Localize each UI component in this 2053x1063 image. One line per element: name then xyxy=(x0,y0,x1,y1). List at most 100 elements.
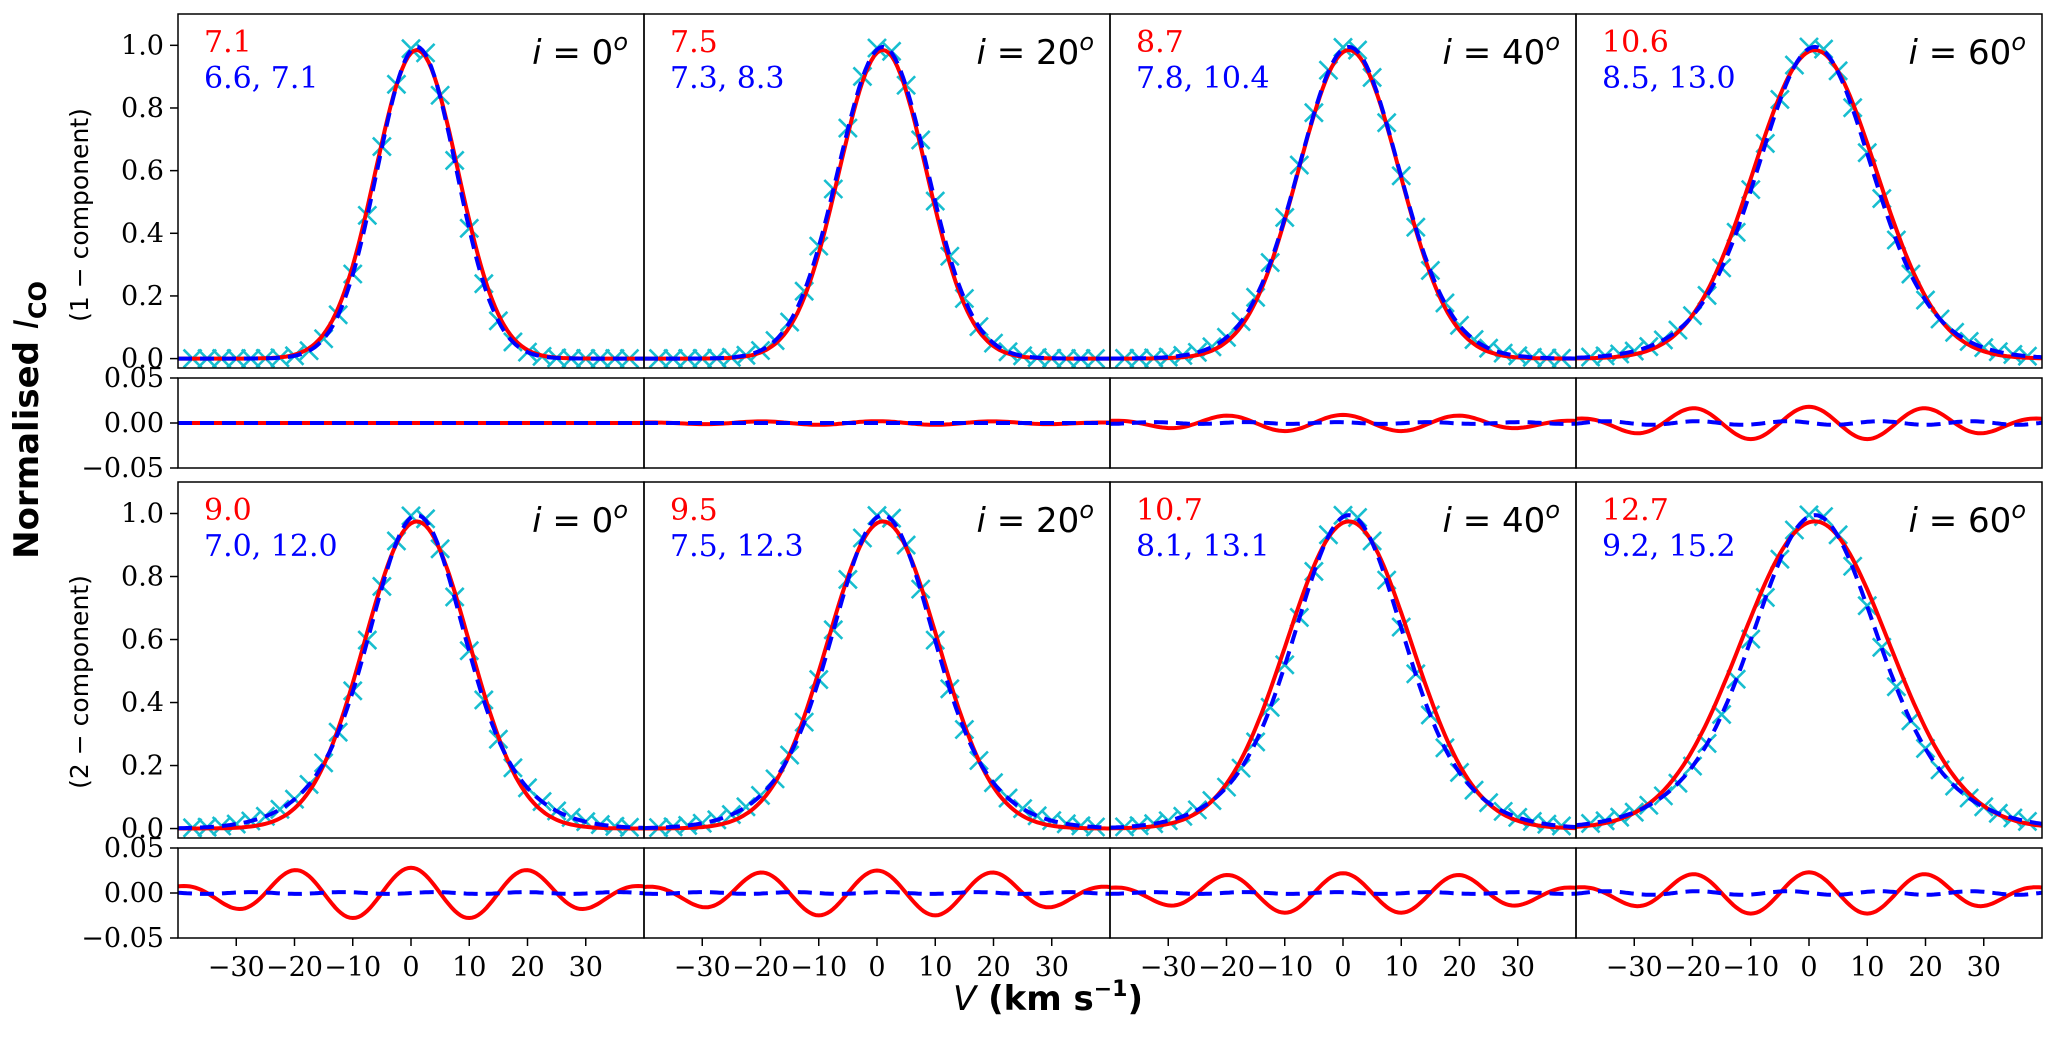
x-tick-label: 30 xyxy=(569,952,603,983)
x-tick-label: −10 xyxy=(324,952,381,983)
y-tick-label: 0.2 xyxy=(121,751,164,782)
x-tick-label: 20 xyxy=(976,952,1010,983)
panel-r2-c3: 10.7 8.1, 13.1 i = 40o −30 −20 −10 0 10 20 30 xyxy=(1109,481,1577,983)
x-axis-label: V (km s−1) xyxy=(953,977,1143,1019)
main-axes-frame xyxy=(1575,481,2043,839)
y-tick-label: 0.6 xyxy=(121,156,164,187)
x-tick-label: −20 xyxy=(732,952,789,983)
plot-layer: 7.16.6, 7.1 i = 0o 0.0 0.2 0.4 0.6 0.8 1.0 −0.05… xyxy=(81,13,2043,983)
x-tick-label: −10 xyxy=(790,952,847,983)
panel-r2-c1: 9.07.0, 12.0 i = 0o 0.0 0.2 0.4 0.6 0.8 1.0 −0.0… xyxy=(81,481,645,983)
residual-1-component-line xyxy=(1575,404,2043,442)
x-tick-label: 0 xyxy=(402,952,419,983)
x-tick-label: 30 xyxy=(1967,952,2001,983)
x-tick-label: −10 xyxy=(1256,952,1313,983)
residual-1-component-line xyxy=(1109,871,1577,915)
series-2-component-line xyxy=(1575,44,2043,360)
x-tick-label: −10 xyxy=(1722,952,1779,983)
x-tick-label: 10 xyxy=(1850,952,1884,983)
sigma-label-red: 9.5 xyxy=(670,493,718,528)
x-tick-label: 0 xyxy=(1334,952,1351,983)
x-tick-label: 20 xyxy=(510,952,544,983)
data-point xyxy=(1187,342,1208,363)
x-tick-label: −20 xyxy=(1664,952,1721,983)
y-tick-label: 1.0 xyxy=(121,499,164,530)
series-2-component-line xyxy=(178,44,644,361)
y-tick-label: 0.4 xyxy=(121,688,164,719)
sigma-label-blue: 7.0, 12.0 xyxy=(204,529,338,564)
sigma-label-red: 7.1 xyxy=(204,25,252,60)
inclination-label: i = 40o xyxy=(1442,28,1560,73)
y-tick-label: 0.2 xyxy=(121,281,164,312)
x-tick-label: 30 xyxy=(1501,952,1535,983)
y-tick-label: 0.0 xyxy=(121,344,164,375)
x-tick-label: 10 xyxy=(1384,952,1418,983)
main-axes-frame xyxy=(1575,13,2043,369)
y-tick-label: 1.0 xyxy=(121,30,164,61)
residual-2-component-line xyxy=(643,890,1111,896)
x-tick-label: 20 xyxy=(1442,952,1476,983)
y-tick-label: 0.8 xyxy=(121,93,164,124)
x-tick-label: −20 xyxy=(1198,952,1255,983)
y-tick-label: −0.05 xyxy=(81,453,164,484)
residual-1-component-line xyxy=(177,865,645,921)
x-tick-label: −30 xyxy=(1140,952,1197,983)
residual-2-component-line xyxy=(1109,890,1577,896)
panel-r2-c2: 9.57.5, 12.3 i = 20o −30 −20 −10 0 10 20 30 xyxy=(643,481,1111,983)
x-tick-label: −30 xyxy=(674,952,731,983)
residual-1-component-line xyxy=(643,868,1111,918)
sigma-label-blue: 8.1, 13.1 xyxy=(1136,529,1270,564)
y-tick-label: −0.05 xyxy=(81,923,164,954)
row-label-2-component: (2 − component) xyxy=(65,575,94,789)
inclination-label: i = 60o xyxy=(1908,496,2026,541)
residual-2-component-line xyxy=(1575,889,2043,897)
y-tick-label: 0.05 xyxy=(104,833,164,864)
sigma-label-red: 12.7 xyxy=(1602,493,1669,528)
series-1-component-line xyxy=(1110,47,1576,361)
x-tick-label: −30 xyxy=(208,952,265,983)
series-2-component-line xyxy=(643,513,1111,831)
sigma-label-red: 10.7 xyxy=(1136,493,1203,528)
series-2-component-line xyxy=(1110,44,1576,361)
series-2-component-line xyxy=(644,44,1110,361)
sigma-label-blue: 7.5, 12.3 xyxy=(670,529,804,564)
series-1-component-line xyxy=(178,47,644,361)
y-tick-label: 0.6 xyxy=(121,625,164,656)
series-1-component-line xyxy=(178,519,644,831)
y-tick-label: 0.4 xyxy=(121,218,164,249)
series-1-component-line xyxy=(644,47,1110,361)
inclination-label: i = 0o xyxy=(532,496,628,541)
panel-r1-c4: 10.6 8.5, 13.0 i = 60o xyxy=(1575,13,2043,469)
residual-2-component-line xyxy=(177,890,645,896)
x-tick-label: 20 xyxy=(1908,952,1942,983)
y-axis-label: Normalised ICO xyxy=(7,281,52,559)
series-1-component-line xyxy=(1575,519,2043,829)
x-tick-label: 10 xyxy=(452,952,486,983)
y-tick-label: 0.0 xyxy=(121,814,164,845)
sigma-label-red: 10.6 xyxy=(1602,25,1669,60)
sigma-label-blue: 7.3, 8.3 xyxy=(670,61,785,96)
residual-2-component-line xyxy=(1575,419,2043,427)
x-tick-label: −20 xyxy=(266,952,323,983)
residual-axes-frame xyxy=(1575,377,2043,469)
sigma-label-red: 8.7 xyxy=(1136,25,1184,60)
series-2-component-line xyxy=(1109,513,1577,830)
sigma-label-blue: 6.6, 7.1 xyxy=(204,61,319,96)
inclination-label: i = 40o xyxy=(1442,496,1560,541)
series-1-component-line xyxy=(644,519,1110,831)
inclination-label: i = 0o xyxy=(532,28,628,73)
y-tick-label: 0.00 xyxy=(104,878,164,909)
data-point xyxy=(401,38,421,59)
y-tick-label: 0.05 xyxy=(104,363,164,394)
sigma-label-blue: 8.5, 13.0 xyxy=(1602,61,1736,96)
row-label-1-component: (1 − component) xyxy=(65,108,94,322)
residual-2-component-line xyxy=(1109,420,1577,426)
sigma-label-red: 7.5 xyxy=(670,25,718,60)
inclination-label: i = 20o xyxy=(976,496,1094,541)
sigma-label-red: 9.0 xyxy=(204,493,252,528)
sigma-label-blue: 9.2, 15.2 xyxy=(1602,529,1736,564)
series-1-component-line xyxy=(1110,519,1576,831)
y-tick-label: 0.8 xyxy=(121,562,164,593)
panel-r1-c3: 8.77.8, 10.4 i = 40o xyxy=(1109,13,1577,469)
